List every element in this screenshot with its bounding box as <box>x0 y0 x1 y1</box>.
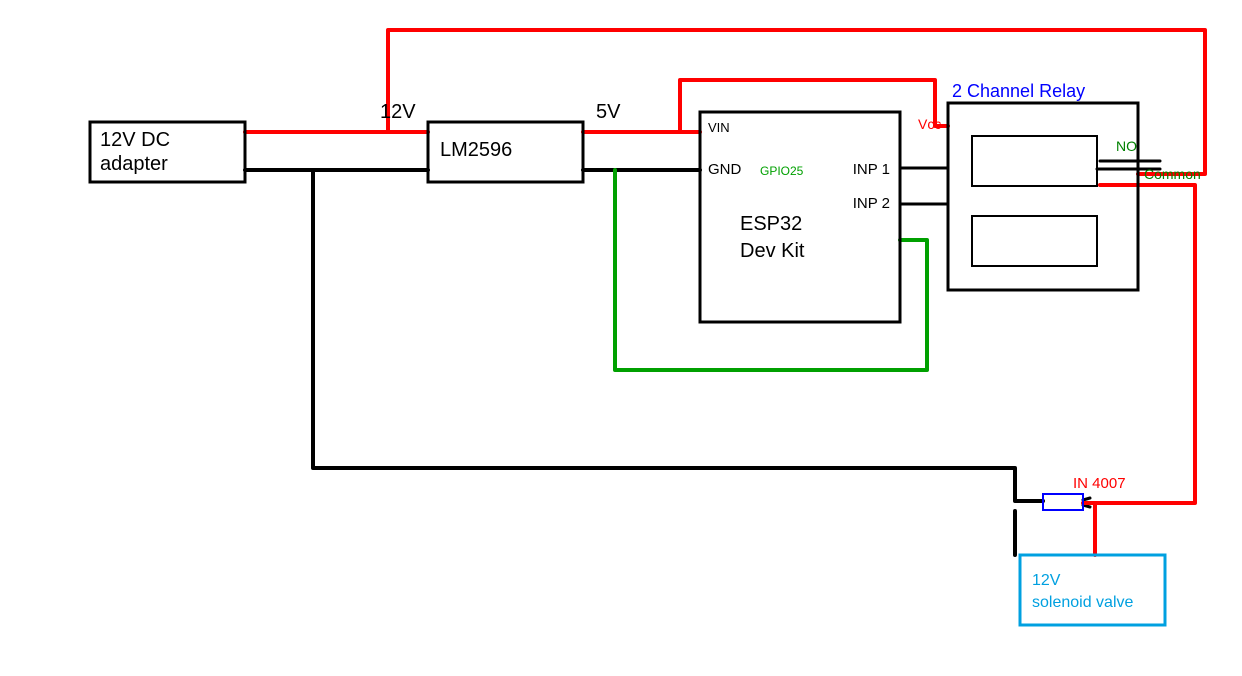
svg-text:LM2596: LM2596 <box>440 139 512 161</box>
adapter-block: 12V DCadapter <box>90 122 245 182</box>
svg-text:Common: Common <box>1144 166 1201 182</box>
svg-text:ESP32: ESP32 <box>740 213 802 235</box>
lm2596-block: LM2596 <box>428 122 583 182</box>
svg-text:2 Channel Relay: 2 Channel Relay <box>952 81 1085 101</box>
svg-text:NO: NO <box>1116 138 1137 154</box>
esp32-block: VIN GND GPIO25 INP 1 INP 2 ESP32 Dev Kit <box>700 112 900 322</box>
svg-text:adapter: adapter <box>100 153 168 175</box>
svg-text:12V DC: 12V DC <box>100 129 170 151</box>
svg-text:12V: 12V <box>380 101 416 123</box>
svg-text:Vcc: Vcc <box>918 116 941 132</box>
svg-text:IN 4007: IN 4007 <box>1073 475 1126 492</box>
svg-text:GND: GND <box>708 161 742 178</box>
svg-text:GPIO25: GPIO25 <box>760 164 804 178</box>
svg-text:INP 1: INP 1 <box>853 161 890 178</box>
svg-text:12V: 12V <box>1032 572 1061 589</box>
svg-text:VIN: VIN <box>708 120 730 135</box>
solenoid-block: 12V solenoid valve <box>1020 555 1165 625</box>
svg-text:INP 2: INP 2 <box>853 195 890 212</box>
svg-text:solenoid valve: solenoid valve <box>1032 594 1134 611</box>
circuit-diagram: 12V DCadapter LM2596 VIN GND GPIO25 INP 1 INP … <box>0 0 1242 676</box>
svg-text:Dev Kit: Dev Kit <box>740 240 805 262</box>
svg-text:5V: 5V <box>596 101 621 123</box>
